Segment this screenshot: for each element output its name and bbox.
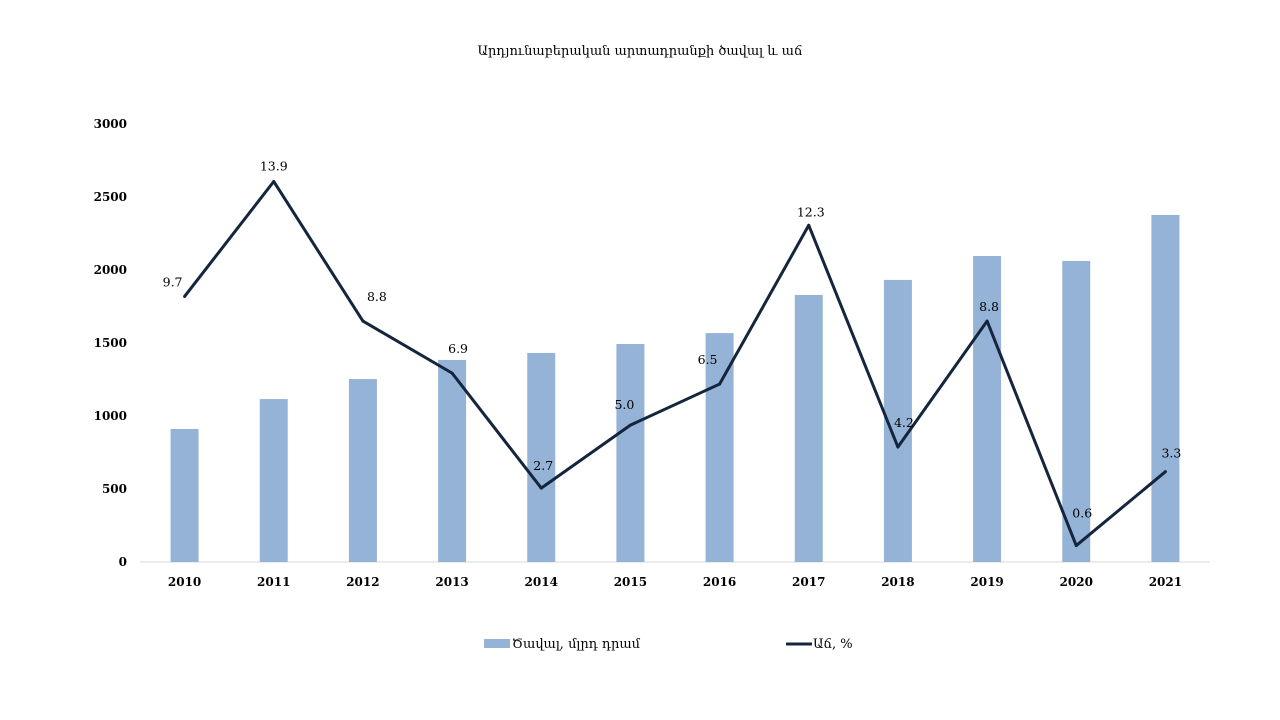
data-label-2011: 13.9 [260, 158, 288, 173]
growth-point-2018 [896, 445, 900, 449]
x-tick-label: 2020 [1060, 575, 1093, 589]
legend-swatch-volume [484, 639, 510, 648]
legend-label-volume: Ծավալ, մլրդ դրամ [512, 637, 641, 652]
bar-2020 [1062, 260, 1091, 562]
growth-point-2016 [718, 382, 722, 386]
bar-2013 [438, 359, 467, 562]
growth-line [183, 179, 1167, 548]
growth-point-2021 [1163, 470, 1167, 474]
y-tick-label: 0 [119, 555, 127, 569]
growth-point-2017 [807, 223, 811, 227]
growth-point-2013 [450, 371, 454, 375]
x-tick-label: 2011 [257, 575, 290, 589]
bar-2014 [527, 352, 556, 562]
bar-2017 [794, 294, 823, 562]
growth-point-2010 [183, 294, 187, 298]
growth-point-2015 [628, 423, 632, 427]
x-tick-label: 2018 [881, 575, 914, 589]
y-tick-label: 500 [102, 482, 127, 496]
bar-2016 [705, 333, 734, 562]
bar-2015 [616, 344, 645, 562]
x-tick-label: 2013 [435, 575, 468, 589]
legend-label-growth: Աճ, % [813, 637, 853, 652]
x-tick-label: 2010 [168, 575, 201, 589]
data-label-2014: 2.7 [533, 458, 553, 473]
growth-point-2019 [985, 319, 989, 323]
data-label-2017: 12.3 [797, 204, 825, 219]
y-tick-label: 1500 [94, 336, 127, 350]
data-label-2012: 8.8 [367, 289, 387, 304]
data-label-2018: 4.2 [894, 415, 914, 430]
x-tick-label: 2012 [346, 575, 379, 589]
y-tick-label: 2000 [94, 263, 127, 277]
data-label-2021: 3.3 [1161, 446, 1181, 461]
bar-2012 [348, 379, 377, 562]
data-label-2016: 6.5 [698, 352, 718, 367]
x-tick-label: 2016 [703, 575, 736, 589]
data-label-2020: 0.6 [1072, 506, 1092, 521]
growth-point-2014 [539, 486, 543, 490]
data-label-2019: 8.8 [979, 299, 999, 314]
bar-2011 [259, 399, 288, 562]
bar-2010 [170, 428, 199, 562]
y-tick-label: 2500 [94, 190, 127, 204]
data-label-2015: 5.0 [614, 397, 634, 412]
growth-point-2020 [1074, 544, 1078, 548]
x-tick-label: 2017 [792, 575, 825, 589]
data-label-2013: 6.9 [448, 341, 468, 356]
y-tick-label: 3000 [94, 117, 127, 131]
bar-2021 [1151, 214, 1180, 562]
x-tick-label: 2015 [614, 575, 647, 589]
growth-point-2012 [361, 319, 365, 323]
x-tick-label: 2021 [1149, 575, 1182, 589]
growth-point-2011 [272, 179, 276, 183]
y-tick-label: 1000 [94, 409, 127, 423]
bar-2019 [973, 255, 1002, 562]
data-label-2010: 9.7 [163, 274, 183, 289]
x-tick-label: 2019 [970, 575, 1003, 589]
x-tick-label: 2014 [525, 575, 558, 589]
chart-title: Արդյունաբերական արտադրանքի ծավալ և աճ [477, 44, 803, 59]
